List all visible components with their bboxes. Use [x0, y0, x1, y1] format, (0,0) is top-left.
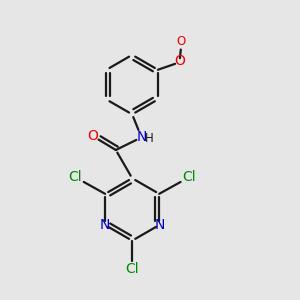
Text: N: N [154, 218, 165, 232]
Text: Cl: Cl [125, 262, 139, 277]
Text: O: O [87, 129, 98, 143]
Text: O: O [175, 53, 185, 68]
Text: H: H [145, 132, 154, 145]
Text: O: O [176, 35, 185, 48]
Text: Cl: Cl [183, 169, 196, 184]
Text: Cl: Cl [68, 169, 82, 184]
Text: N: N [136, 130, 147, 144]
Text: N: N [99, 218, 110, 232]
